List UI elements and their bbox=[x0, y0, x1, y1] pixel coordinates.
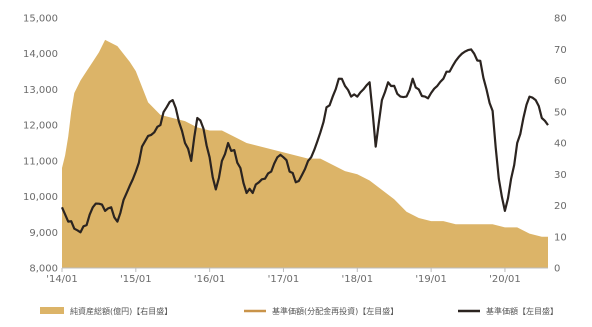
legend-label-nav: 基準価額【左目盛】 bbox=[486, 306, 558, 316]
x-tick-label: '15/01 bbox=[120, 274, 152, 285]
x-tick-label: '19/01 bbox=[415, 274, 447, 285]
left-tick-label: 12,000 bbox=[23, 121, 58, 132]
legend-label-net-assets: 純資産総額(億円)【右目盛】 bbox=[70, 306, 172, 316]
x-tick-label: '18/01 bbox=[342, 274, 374, 285]
x-tick-label: '20/01 bbox=[489, 274, 521, 285]
area-series-net-assets bbox=[62, 39, 548, 269]
legend-swatch-net-assets bbox=[40, 307, 64, 314]
left-tick-label: 14,000 bbox=[23, 49, 58, 60]
x-axis: '14/01 '15/01 '16/01 '17/01 '18/01 '19/01 '20/… bbox=[46, 268, 521, 285]
left-tick-label: 15,000 bbox=[23, 14, 58, 25]
left-tick-label: 10,000 bbox=[23, 192, 58, 203]
right-tick-label: 30 bbox=[554, 170, 567, 181]
x-tick-label: '16/01 bbox=[194, 274, 226, 285]
left-tick-label: 8,000 bbox=[29, 264, 58, 275]
right-tick-label: 20 bbox=[554, 201, 567, 212]
x-tick-label: '14/01 bbox=[46, 274, 78, 285]
x-tick-label: '17/01 bbox=[268, 274, 300, 285]
left-tick-label: 9,000 bbox=[29, 228, 58, 239]
right-tick-label: 70 bbox=[554, 45, 567, 56]
left-tick-label: 11,000 bbox=[23, 156, 58, 167]
left-tick-label: 13,000 bbox=[23, 85, 58, 96]
right-tick-label: 40 bbox=[554, 139, 567, 150]
plot-area bbox=[60, 39, 549, 269]
right-tick-label: 0 bbox=[554, 264, 560, 275]
right-axis: 0 10 20 30 40 50 60 70 80 bbox=[554, 14, 567, 275]
right-tick-label: 80 bbox=[554, 14, 567, 25]
right-tick-label: 60 bbox=[554, 76, 567, 87]
line-series-nav bbox=[60, 48, 549, 234]
legend-label-nav-reinvested: 基準価額(分配金再投資)【左目盛】 bbox=[272, 306, 398, 316]
right-tick-label: 50 bbox=[554, 107, 567, 118]
legend: 純資産総額(億円)【右目盛】 基準価額(分配金再投資)【左目盛】 基準価額【左目盛】 bbox=[40, 306, 558, 316]
right-tick-label: 10 bbox=[554, 232, 567, 243]
left-axis: 8,000 9,000 10,000 11,000 12,000 13,000 14,000… bbox=[23, 14, 58, 275]
